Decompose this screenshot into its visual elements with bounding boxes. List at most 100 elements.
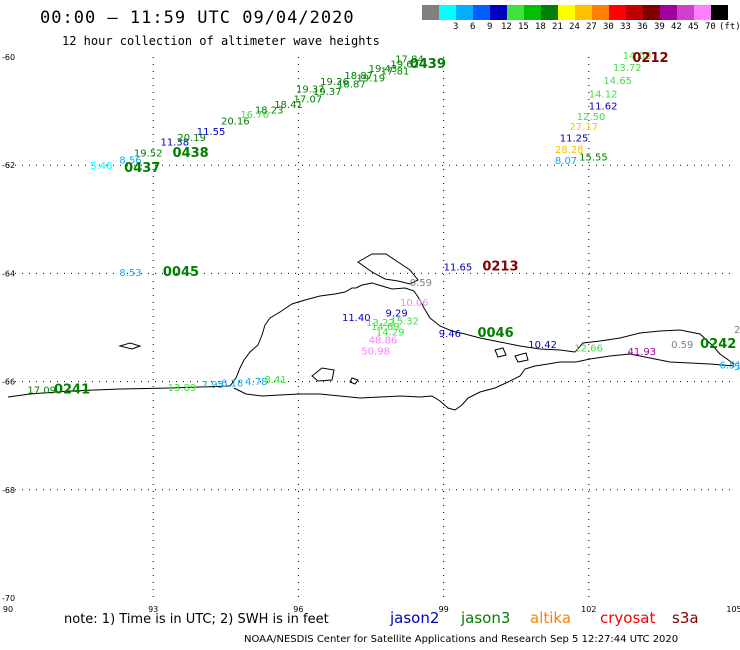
colorbar-label: 45 — [688, 22, 699, 32]
colorbar-swatch — [456, 5, 473, 20]
wave-height-value: 17.07 — [294, 94, 323, 105]
wave-height-value: 9.29 — [386, 309, 408, 320]
wave-height-value: 7.95 — [202, 380, 224, 391]
wave-height-value: 19.19 — [356, 73, 385, 84]
pass-time-label: 0437 — [124, 161, 160, 176]
wave-height-value: 11.65 — [444, 263, 473, 274]
legend-entry-s3a: s3a — [672, 609, 699, 627]
colorbar-swatch — [422, 5, 439, 20]
colorbar-swatch — [592, 5, 609, 20]
credit-footer: NOAA/NESDIS Center for Satellite Applica… — [244, 634, 679, 645]
colorbar-label: 33 — [620, 22, 631, 32]
wave-height-value: 14.65 — [603, 76, 632, 87]
colorbar-label: 36 — [637, 22, 648, 32]
colorbar-swatch — [473, 5, 490, 20]
wave-height-value: 48.86 — [369, 336, 398, 347]
wave-height-value: 11.55 — [197, 127, 226, 138]
wave-height-value: 14.29 — [376, 328, 405, 339]
wave-height-value: 20.16 — [221, 117, 250, 128]
pass-time-labels: 0241 0437 0438 0439 0212 0213 0045 0046 0242 — [54, 51, 736, 398]
wave-height-value: 14.12 — [589, 90, 618, 101]
wave-height-value: 9.46 — [439, 329, 461, 340]
wave-height-value: 2 — [734, 325, 740, 336]
colorbar-unit: (ft) — [719, 22, 740, 32]
colorbar-swatch — [643, 5, 660, 20]
pass-time-label: 0212 — [632, 51, 668, 66]
lat-lon-grid: 90 93 96 99 102 105 -60 -62 -64 -66 -68 -70 — [2, 53, 740, 614]
island-small-3 — [494, 347, 507, 358]
wave-height-value: 8.56 — [119, 156, 141, 167]
wave-height-value: 19.26 — [320, 77, 349, 88]
island-small-1 — [118, 342, 142, 350]
lon-tick-label: 96 — [293, 605, 303, 614]
wave-height-value: 6.51 — [719, 361, 740, 372]
wave-height-value: 19.52 — [134, 149, 163, 160]
colorbar-swatch — [575, 5, 592, 20]
wave-height-value: 14.69 — [371, 322, 400, 333]
island-small-4 — [514, 352, 529, 363]
wave-height-value: 12.50 — [577, 112, 606, 123]
wave-height-value: 15.32 — [390, 316, 419, 327]
wave-height-value: 17.81 — [381, 66, 410, 77]
colorbar-swatch — [609, 5, 626, 20]
wave-height-value: 6.18 — [221, 378, 243, 389]
wave-height-value: 13.22 — [366, 318, 395, 329]
pass-time-label: 0045 — [163, 265, 199, 280]
wave-height-value: 19.37 — [313, 87, 342, 98]
island-small-2 — [311, 367, 335, 382]
island-peninsula — [357, 253, 419, 285]
wave-height-value: 14.08 — [623, 51, 652, 62]
wave-height-value: 18.87 — [344, 71, 373, 82]
wave-height-value: 8.53 — [119, 268, 141, 279]
colorbar-label: 3 — [453, 22, 459, 32]
wave-height-value: 5.1 — [734, 362, 740, 373]
wave-height-value: 19.37 — [296, 85, 325, 96]
wave-height-value: 18.87 — [337, 79, 366, 90]
wave-height-value: 28.28 — [555, 145, 584, 156]
wave-height-value: 18.23 — [255, 105, 284, 116]
lat-tick-label: -66 — [2, 378, 15, 387]
colorbar-swatch — [677, 5, 694, 20]
lon-tick-label: 93 — [148, 605, 158, 614]
lon-tick-label: 90 — [3, 605, 13, 614]
wave-height-value: 10.42 — [528, 340, 557, 351]
colorbar-swatch — [507, 5, 524, 20]
island-small-5 — [349, 377, 359, 385]
wave-height-observations: 17.09 13.89 7.956.18 4.788.415.46 8.5619.521… — [27, 51, 740, 396]
wave-height-value: 4.78 — [245, 377, 267, 388]
wave-height-value: 13.89 — [168, 383, 197, 394]
wave-height-value: 18.41 — [274, 100, 303, 111]
wave-height-value: 17.09 — [27, 386, 56, 397]
wave-height-value: 27.17 — [569, 122, 598, 133]
wave-height-value: 10.06 — [400, 298, 429, 309]
lat-tick-label: -64 — [2, 269, 15, 278]
colorbar-swatch — [541, 5, 558, 20]
legend-entry-jason2: jason2 — [390, 609, 440, 627]
wave-height-value: 20.19 — [177, 133, 206, 144]
colorbar-label: 70 — [705, 22, 716, 32]
wave-height-value: 11.38 — [160, 138, 189, 149]
units-note: note: 1) Time is in UTC; 2) SWH is in fe… — [64, 612, 329, 627]
lat-tick-label: -68 — [2, 486, 15, 495]
wave-height-value: 17.84 — [395, 54, 424, 65]
colorbar-swatch — [439, 5, 456, 20]
lon-tick-label: 99 — [439, 605, 449, 614]
pass-time-label: 0242 — [700, 337, 736, 352]
colorbar-label: 6 — [470, 22, 476, 32]
legend-entry-jason3: jason3 — [461, 609, 511, 627]
wave-height-value: 5.46 — [90, 161, 112, 172]
wave-height-value: 8.07 — [555, 156, 577, 167]
wave-height-value: 41.93 — [628, 347, 657, 358]
wave-height-value: 8.41 — [265, 375, 287, 386]
colorbar-label: 18 — [535, 22, 546, 32]
wave-height-value: 13.72 — [613, 63, 642, 74]
colorbar-swatch — [524, 5, 541, 20]
coastline-shelf — [233, 353, 735, 411]
pass-time-label: 0439 — [410, 57, 446, 72]
wave-height-value: 15.55 — [579, 152, 608, 163]
pass-time-label: 0241 — [54, 383, 90, 398]
wave-height-value: 0.59 — [671, 340, 693, 351]
pass-time-label: 0438 — [173, 146, 209, 161]
antarctic-coastline — [7, 253, 735, 411]
